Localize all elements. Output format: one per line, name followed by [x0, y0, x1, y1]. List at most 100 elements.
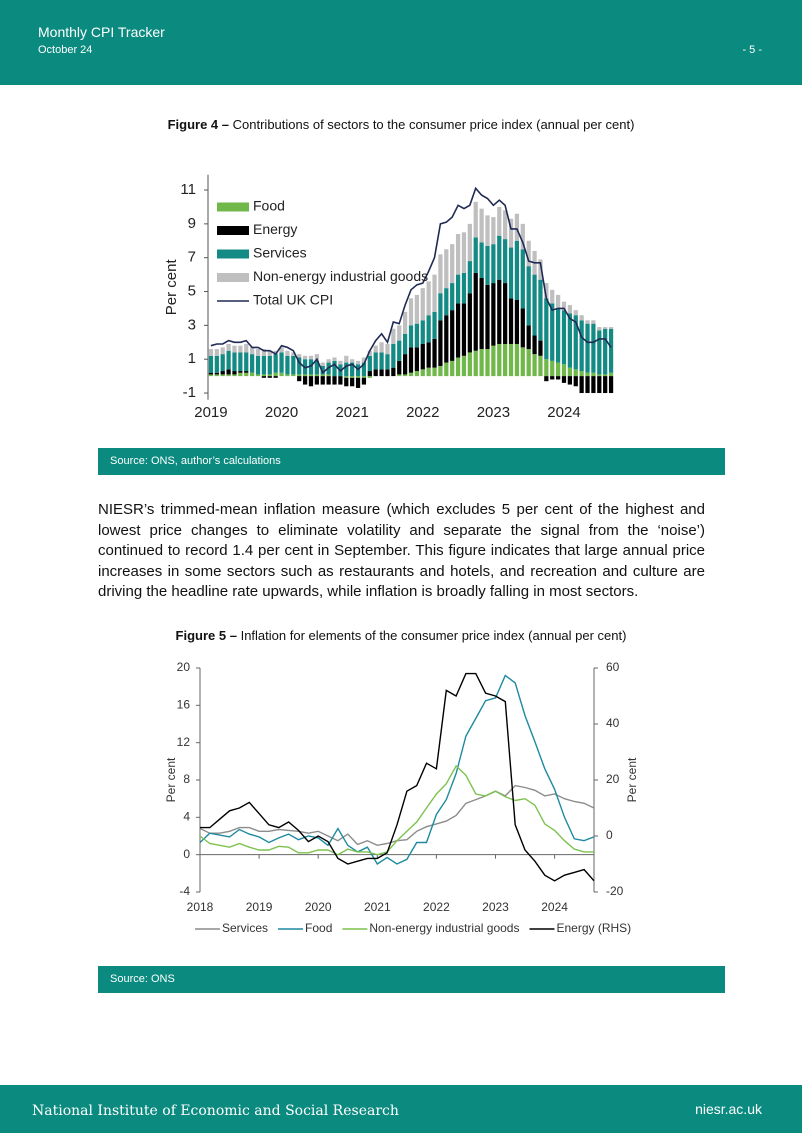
bar-segment — [267, 350, 272, 356]
bar-segment — [438, 320, 443, 366]
bar-segment — [402, 374, 408, 377]
y-tick-label: 20 — [177, 660, 191, 674]
bar-segment — [273, 372, 278, 377]
bar-segment — [273, 350, 278, 355]
bar-segment — [267, 355, 272, 375]
y2-tick-label: 0 — [606, 828, 613, 842]
bar-segment — [297, 357, 302, 375]
legend-label: Energy — [253, 221, 297, 237]
bar-segment — [244, 371, 249, 373]
bar-segment — [461, 355, 467, 377]
bar-segment — [250, 372, 255, 377]
bar-segment — [397, 325, 402, 341]
legend-swatch — [217, 249, 249, 259]
bar-segment — [338, 360, 343, 365]
bar-segment — [391, 328, 396, 344]
y-tick-label: 4 — [183, 810, 190, 824]
bar-segment — [579, 315, 584, 321]
bar-segment — [603, 327, 608, 329]
bar-segment — [385, 354, 390, 370]
x-tick-label: 2020 — [265, 404, 298, 421]
y2-tick-label: -20 — [606, 884, 624, 898]
bar-segment — [414, 294, 420, 324]
bar-segment — [226, 343, 231, 351]
bar-segment — [485, 245, 490, 285]
bar-segment — [426, 342, 431, 368]
bar-segment — [267, 376, 272, 378]
bar-segment — [597, 330, 602, 375]
bar-segment — [238, 371, 243, 373]
y-tick-label: 3 — [188, 316, 196, 333]
bar-segment — [503, 343, 508, 377]
bar-segment — [608, 372, 614, 377]
bar-segment — [408, 325, 414, 348]
figure-label: Figure 4 – — [167, 117, 230, 132]
bar-segment — [208, 372, 214, 375]
bar-segment — [291, 374, 296, 377]
bar-segment — [573, 310, 578, 316]
bar-segment — [432, 367, 437, 377]
y2-axis-title: Per cent — [625, 757, 639, 802]
bar-segment — [255, 374, 261, 377]
figure-title: Contributions of sectors to the consumer… — [232, 117, 635, 132]
bar-segment — [573, 376, 578, 387]
bar-segment — [291, 352, 296, 356]
bar-segment — [585, 320, 590, 324]
bar-segment — [250, 354, 255, 373]
bar-segment — [402, 333, 408, 355]
bar-segment — [226, 350, 231, 370]
bar-segment — [244, 352, 249, 372]
bar-segment — [444, 315, 449, 363]
bar-segment — [479, 242, 484, 278]
bar-segment — [603, 376, 608, 394]
bar-segment — [520, 347, 525, 377]
page-number: - 5 - — [742, 44, 762, 56]
bar-segment — [208, 355, 214, 373]
figure-caption: Figure 5 – Inflation for elements of the… — [0, 628, 802, 643]
bar-segment — [461, 232, 467, 273]
bar-segment — [544, 298, 549, 360]
bar-segment — [461, 272, 467, 304]
bar-segment — [361, 357, 367, 363]
bar-segment — [361, 376, 367, 378]
bar-segment — [438, 365, 443, 377]
bar-segment — [467, 352, 472, 377]
bar-segment — [508, 298, 514, 344]
y-tick-label: 12 — [177, 735, 191, 749]
bar-segment — [479, 277, 484, 350]
bar-segment — [591, 372, 596, 377]
bar-segment — [608, 376, 614, 394]
bar-segment — [538, 355, 543, 377]
bar-segment — [244, 343, 249, 353]
x-tick-label: 2020 — [305, 900, 332, 914]
figure-label: Figure 5 – — [175, 628, 237, 643]
bar-segment — [591, 376, 596, 394]
bar-segment — [355, 360, 361, 365]
legend-swatch — [217, 226, 249, 235]
legend-label: Total UK CPI — [253, 292, 333, 308]
bar-segment — [579, 371, 584, 377]
bar-segment — [485, 284, 490, 350]
bar-segment — [391, 367, 396, 377]
bar-segment — [273, 376, 278, 378]
bar-segment — [526, 240, 531, 267]
bar-segment — [455, 234, 461, 275]
bar-segment — [261, 376, 267, 378]
footer-url: niesr.ac.uk — [695, 1101, 762, 1117]
bar-segment — [285, 350, 290, 356]
bar-segment — [420, 343, 425, 370]
bar-segment — [367, 376, 372, 378]
bar-segment — [220, 374, 225, 377]
bar-segment — [350, 362, 355, 377]
total-line — [210, 186, 612, 375]
bar-segment — [238, 345, 243, 353]
bar-segment — [520, 308, 525, 348]
bar-segment — [508, 247, 514, 299]
bar-segment — [314, 376, 319, 385]
x-tick-label: 2019 — [194, 404, 227, 421]
bar-segment — [479, 208, 484, 243]
bar-segment — [597, 376, 602, 394]
bar-segment — [302, 374, 308, 377]
bar-segment — [538, 279, 543, 341]
